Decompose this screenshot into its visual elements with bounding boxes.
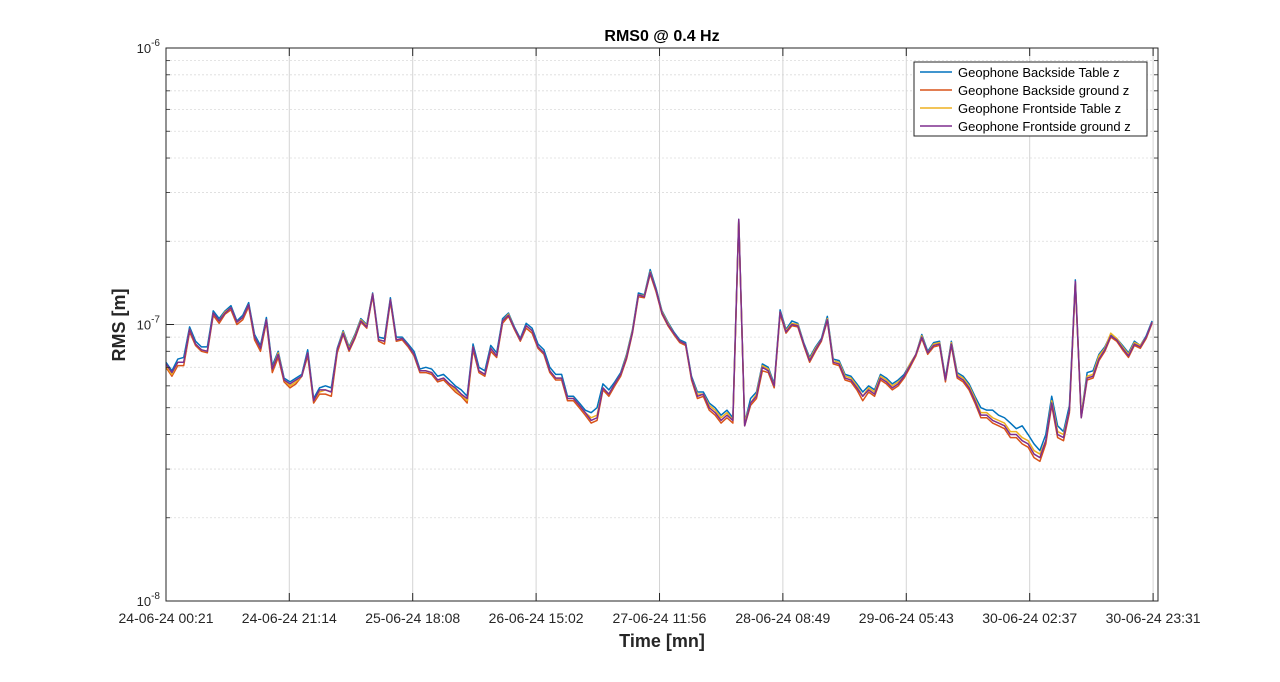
x-tick-label: 24-06-24 00:21	[119, 610, 214, 626]
series-line-4	[165, 218, 1153, 459]
tick-layer: 10-8 10-7 10-6 24-06-24 00:21 24-06-24 21:14…	[119, 38, 1201, 626]
x-tick-label: 28-06-24 08:49	[735, 610, 830, 626]
chart-title: RMS0 @ 0.4 Hz	[604, 28, 719, 45]
legend-label: Geophone Backside ground z	[958, 83, 1129, 98]
y-tick-label: 10-7	[137, 315, 161, 333]
x-tick-label: 24-06-24 21:14	[242, 610, 337, 626]
y-tick-label: 10-8	[137, 591, 161, 609]
x-tick-label: 27-06-24 11:56	[613, 610, 707, 626]
x-tick-label: 30-06-24 23:31	[1106, 610, 1201, 626]
legend-label: Geophone Backside Table z	[958, 65, 1120, 80]
x-tick-label: 25-06-24 18:08	[365, 610, 460, 626]
legend-label: Geophone Frontside Table z	[958, 101, 1121, 116]
x-axis-label: Time [mn]	[619, 631, 705, 651]
legend-box	[913, 61, 1148, 137]
x-tick-label: 30-06-24 02:37	[982, 610, 1077, 626]
x-tick-label: 26-06-24 15:02	[489, 610, 584, 626]
y-tick-label: 10-6	[137, 38, 161, 56]
series-layer	[165, 218, 1153, 463]
x-tick-label: 29-06-24 05:43	[859, 610, 954, 626]
legend-label: Geophone Frontside ground z	[958, 119, 1131, 134]
legend[interactable]: Geophone Backside Table z Geophone Backsi…	[913, 61, 1148, 137]
y-axis-label: RMS [m]	[109, 289, 129, 362]
